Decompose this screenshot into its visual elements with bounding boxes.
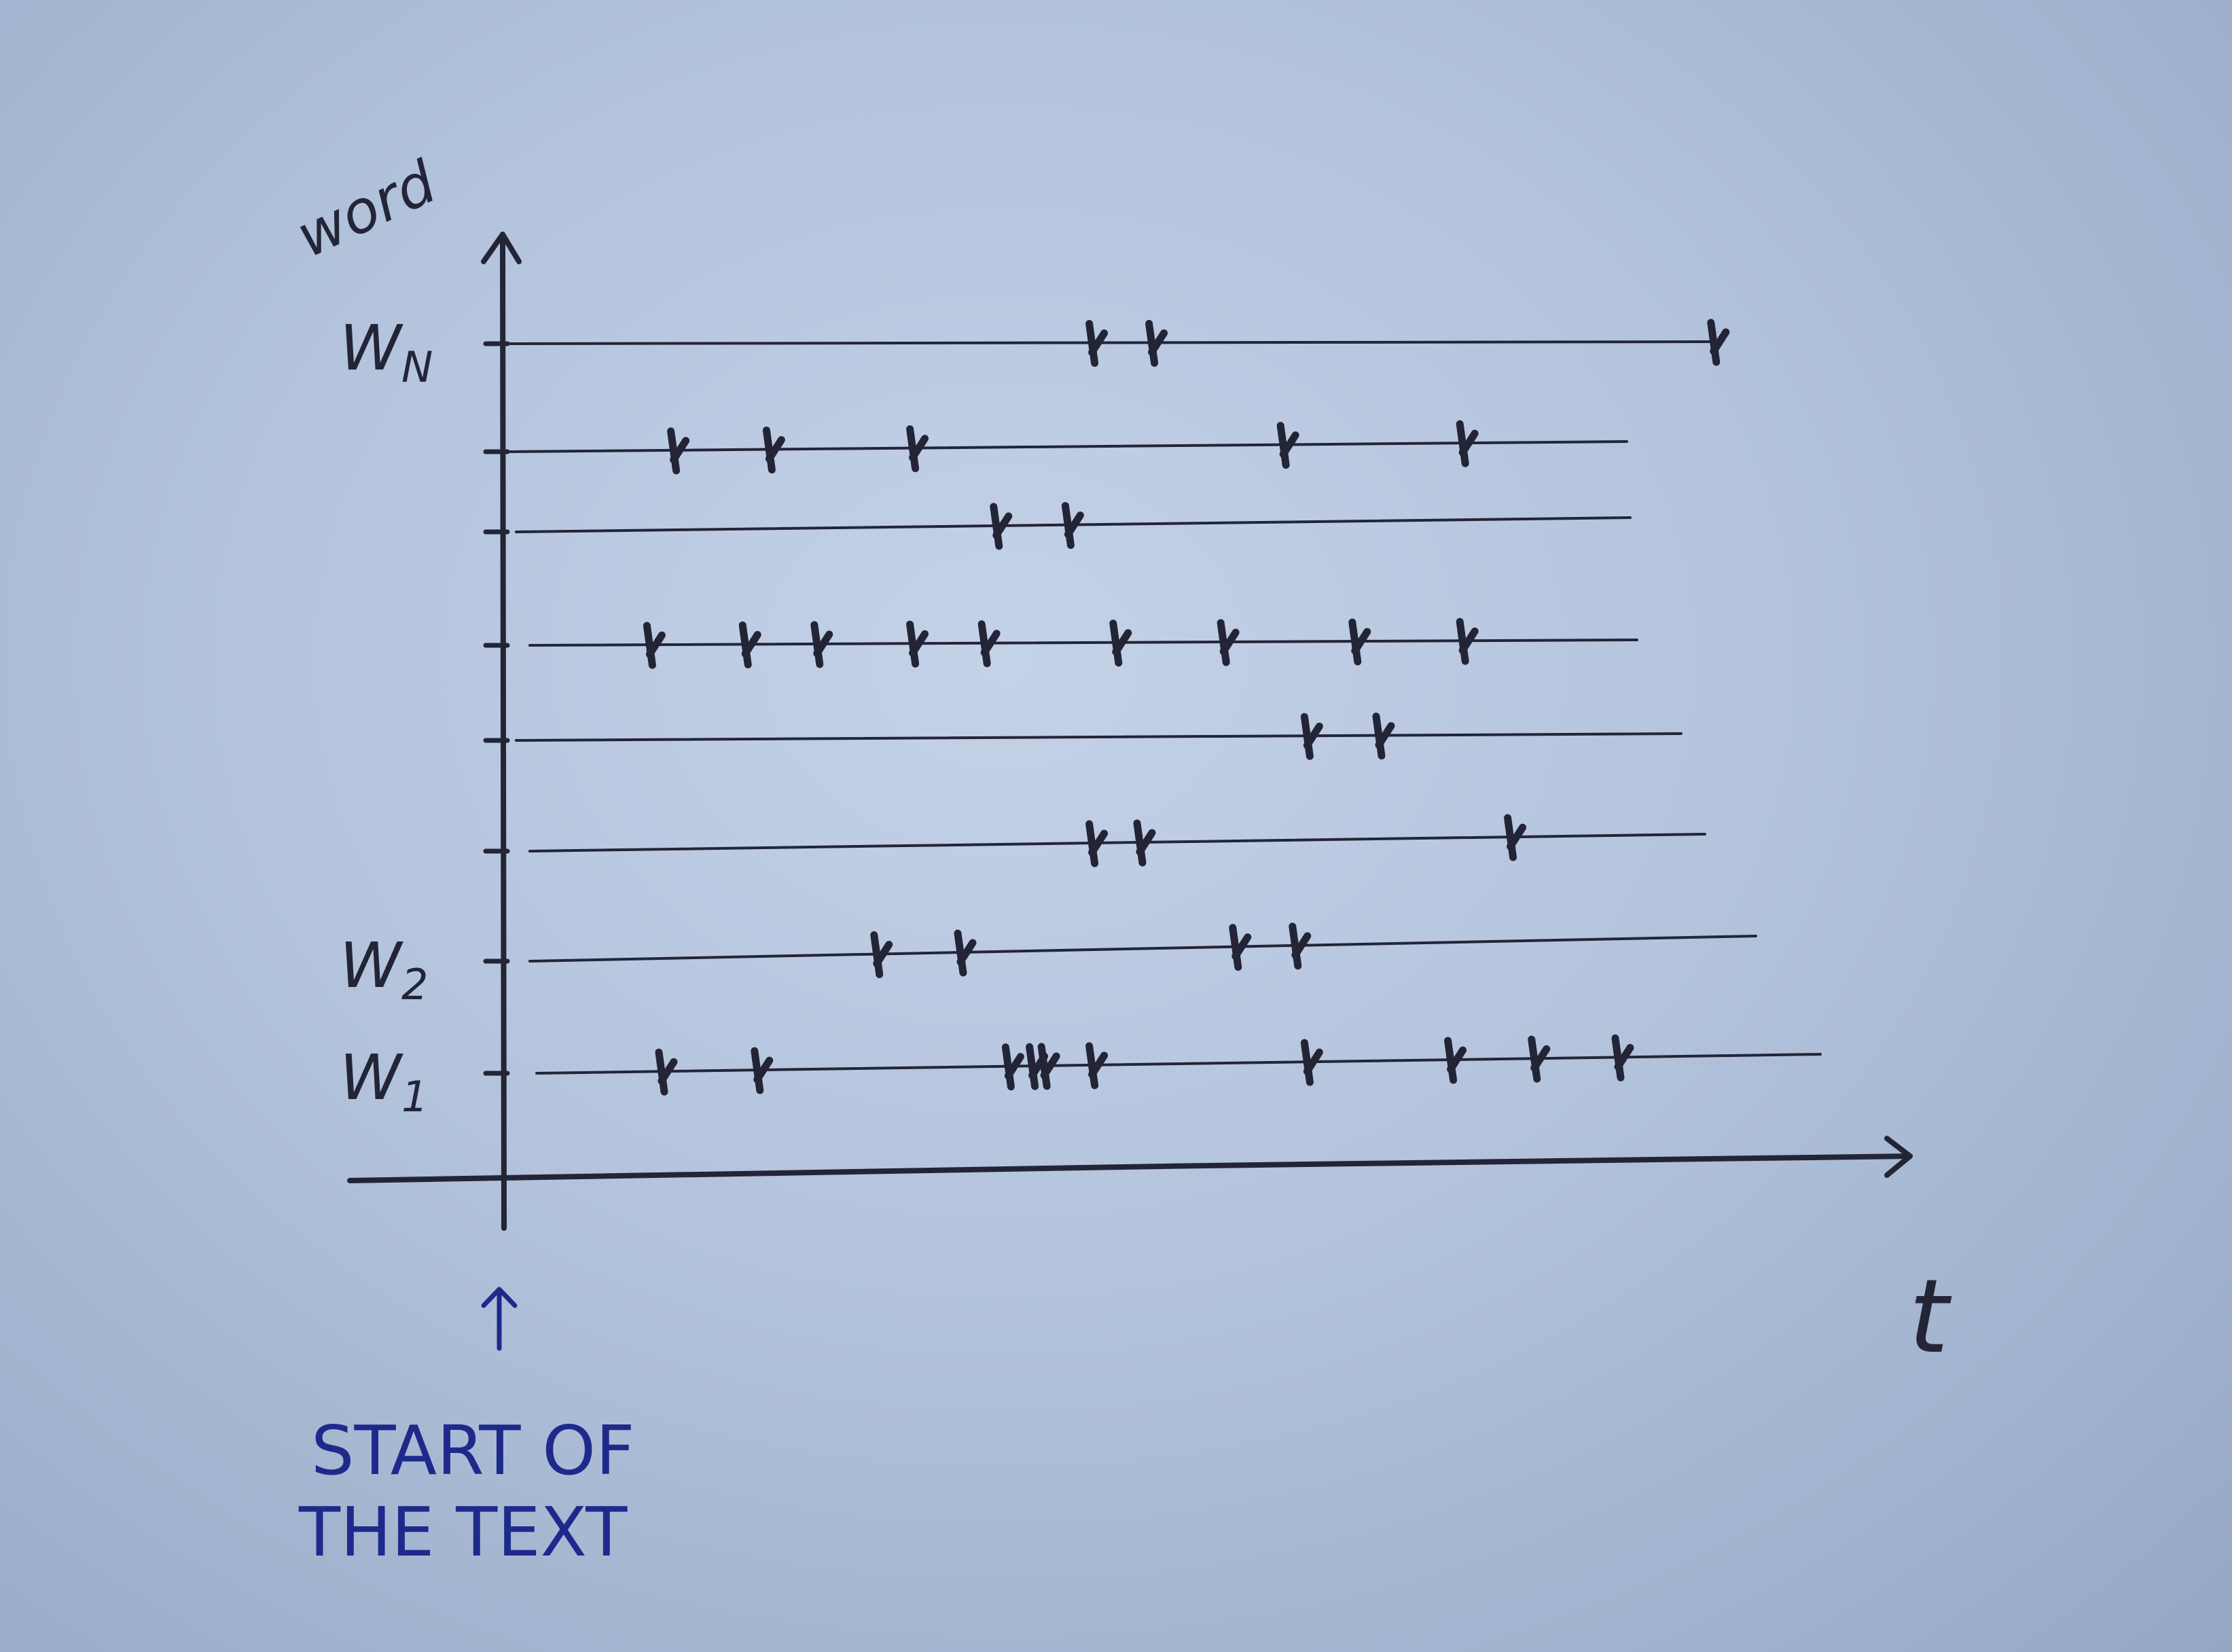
word-occurrence-mark — [655, 1048, 678, 1096]
word-row-line — [528, 639, 1638, 647]
word-row-line — [528, 833, 1706, 852]
word-occurrence-mark — [1611, 1034, 1634, 1081]
word-occurrence-mark — [1707, 319, 1730, 366]
word-occurrence-mark — [667, 427, 690, 475]
word-occurrence-mark — [1001, 1043, 1024, 1091]
word-occurrence-mark — [1061, 502, 1084, 550]
word-row-label: WN — [340, 312, 433, 392]
word-occurrence-mark — [1528, 1035, 1551, 1083]
word-occurrence-mark — [906, 425, 929, 473]
start-annotation-line2: THE TEXT — [298, 1492, 628, 1572]
word-row-line — [508, 440, 1628, 453]
start-annotation-line1: START OF — [311, 1411, 635, 1490]
word-occurrence-mark — [1229, 924, 1252, 971]
word-occurrence-mark — [1276, 422, 1299, 469]
word-row-label: W2 — [340, 929, 428, 1009]
word-occurrence-mark — [810, 621, 833, 668]
word-occurrence-mark — [643, 622, 666, 669]
word-occurrence-mark — [1372, 713, 1395, 760]
word-occurrence-mark — [1300, 713, 1323, 760]
word-occurrence-mark — [1456, 420, 1479, 467]
word-occurrence-mark — [1085, 820, 1109, 867]
word-occurrence-mark — [1217, 619, 1240, 666]
word-occurrence-mark — [1300, 1039, 1323, 1086]
word-occurrence-mark — [1109, 620, 1132, 667]
word-row-line — [535, 1053, 1822, 1075]
word-occurrence-mark — [738, 621, 761, 668]
word-occurrence-mark — [1133, 819, 1156, 867]
word-occurrence-mark — [1085, 1042, 1109, 1090]
word-occurrence-mark — [870, 931, 893, 978]
word-occurrence-mark — [977, 620, 1001, 668]
word-row-label: W1 — [340, 1041, 428, 1121]
word-row-line — [528, 935, 1757, 963]
word-occurrence-mark — [1456, 617, 1479, 665]
word-occurrence-mark — [762, 426, 785, 473]
word-occurrence-mark — [1348, 618, 1371, 666]
word-axis-arrowhead — [481, 232, 522, 264]
time-axis-label: t — [1909, 1258, 1952, 1376]
time-axis — [347, 1153, 1913, 1183]
word-axis-label: word — [287, 148, 447, 271]
word-rows: W1 W2 WN — [340, 312, 1822, 1121]
word-row-line — [501, 340, 1720, 345]
time-axis-arrowhead — [1884, 1136, 1913, 1178]
word-occurrence-mark — [1504, 814, 1527, 861]
word-occurrence-mark — [1289, 922, 1312, 970]
word-occurrence-mark — [990, 503, 1013, 550]
word-occurrence-mark — [1145, 319, 1168, 367]
start-arrow-icon — [481, 1287, 518, 1351]
word-occurrence-mark — [751, 1047, 774, 1094]
word-occurrence-mark — [954, 929, 977, 977]
word-occurrence-mark — [1085, 320, 1109, 367]
word-row-line — [515, 732, 1682, 742]
word-occurrence-mark — [1444, 1037, 1467, 1084]
word-axis — [499, 232, 507, 1231]
word-occurrence-mark — [1037, 1043, 1060, 1090]
word-occurrence-mark — [906, 620, 929, 668]
